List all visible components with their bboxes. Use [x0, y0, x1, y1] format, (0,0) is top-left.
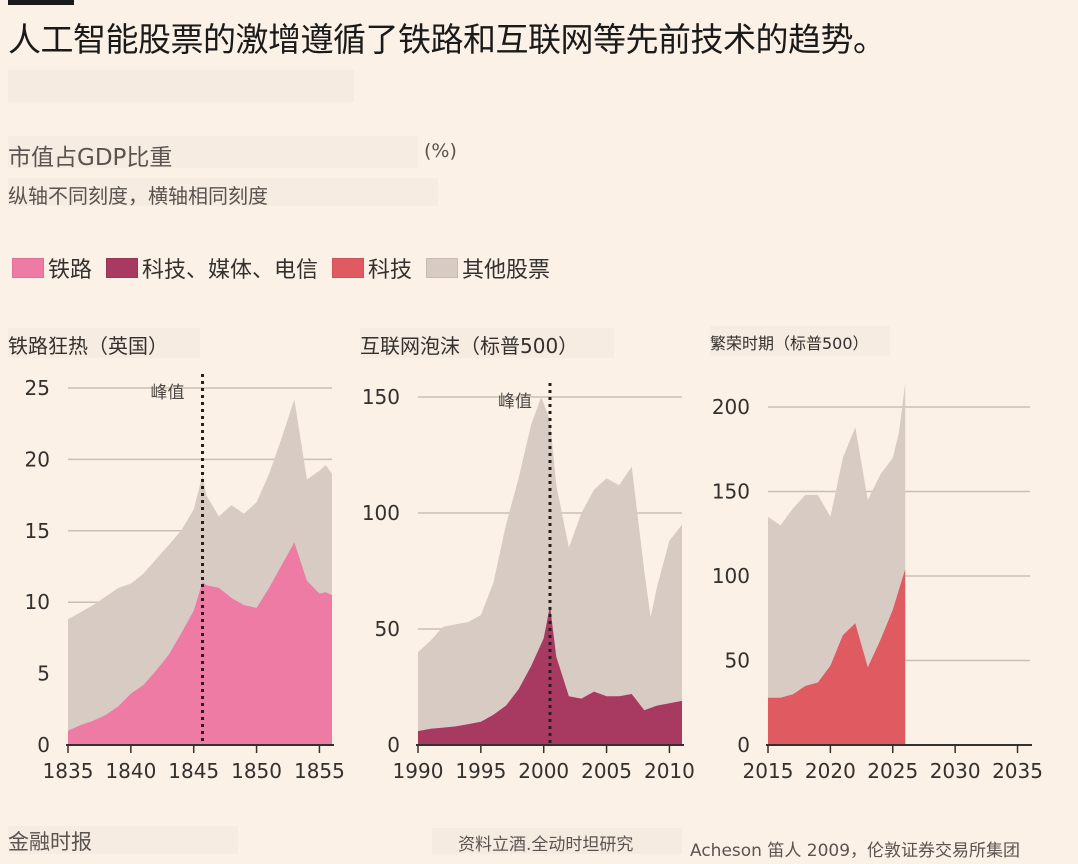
x-tick-label-0-0: 1835: [43, 759, 94, 783]
area-other-2: [768, 383, 906, 745]
legend-swatch-railway: [12, 258, 44, 278]
y-tick-label-2-4: 200: [712, 395, 750, 419]
y-tick-label-1-0: 0: [387, 733, 400, 757]
legend-label-tech: 科技: [368, 258, 413, 283]
panel-title-railway: 铁路狂热（英国）: [8, 334, 168, 358]
legend-swatch-other: [426, 258, 459, 278]
area-railway-0: [68, 542, 332, 745]
legend-item-railway: 铁路: [12, 252, 92, 284]
legend-item-other: 其他股票: [426, 252, 550, 284]
panel-title-backdrop-1: [8, 328, 200, 358]
title-placeholder: [8, 70, 354, 102]
legend-swatch-tech: [332, 258, 365, 278]
panel-title-backdrop-2: [360, 328, 614, 358]
legend: 铁路 科技、媒体、电信 科技 其他股票: [12, 252, 564, 284]
y-tick-label-1-3: 150: [362, 385, 400, 409]
x-tick-label-1-0: 1990: [393, 759, 444, 783]
x-tick-label-0-3: 1850: [231, 759, 282, 783]
y-tick-label-0-4: 20: [25, 447, 50, 471]
x-tick-label-1-3: 2005: [581, 759, 632, 783]
y-tick-label-0-0: 0: [37, 733, 50, 757]
source-backdrop: [432, 828, 682, 854]
footer-backdrop: [8, 826, 238, 854]
subtitle-backdrop: [8, 136, 418, 168]
brand-bar: [8, 0, 74, 5]
page-title: 人工智能股票的激增遵循了铁路和互联网等先前技术的趋势。: [8, 20, 886, 59]
x-tick-label-1-4: 2010: [644, 759, 695, 783]
x-tick-label-0-2: 1845: [168, 759, 219, 783]
peak-label-1: 峰值: [498, 392, 532, 412]
panel-title-boom: 繁荣时期（标普500）: [710, 334, 869, 353]
y-tick-label-0-5: 25: [25, 376, 50, 400]
y-tick-label-2-0: 0: [737, 733, 750, 757]
x-tick-label-2-2: 2025: [867, 759, 918, 783]
legend-item-tmt: 科技、媒体、电信: [106, 252, 318, 284]
legend-item-tech: 科技: [332, 252, 412, 284]
chart-subtitle: 市值占GDP比重: [8, 145, 173, 171]
y-tick-label-2-1: 50: [725, 649, 750, 673]
x-tick-label-2-1: 2020: [805, 759, 856, 783]
unit-label: (%): [424, 140, 457, 162]
panel-title-dotcom: 互联网泡沫（标普500）: [360, 334, 579, 358]
legend-swatch-tmt: [106, 258, 139, 278]
y-tick-label-2-3: 150: [712, 480, 750, 504]
footer-brand: 金融时报: [8, 830, 92, 854]
y-tick-label-0-1: 5: [37, 662, 50, 686]
y-tick-label-2-2: 100: [712, 564, 750, 588]
footer-source-2: Acheson 笛人 2009，伦敦证券交易所集团: [690, 841, 1021, 861]
x-tick-label-0-1: 1840: [105, 759, 156, 783]
x-tick-label-2-4: 2035: [992, 759, 1043, 783]
scale-note: 纵轴不同刻度，横轴相同刻度: [8, 184, 268, 208]
area-tech-2: [768, 569, 906, 745]
note-backdrop: [8, 178, 438, 206]
x-tick-label-1-1: 1995: [455, 759, 506, 783]
footer-source: 资料立酒.全动时坦研究: [458, 835, 634, 855]
legend-label-other: 其他股票: [462, 258, 551, 283]
x-tick-label-2-3: 2030: [930, 759, 981, 783]
area-other-1: [418, 397, 682, 745]
x-tick-label-0-4: 1855: [294, 759, 345, 783]
x-tick-label-1-2: 2000: [518, 759, 569, 783]
y-tick-label-1-1: 50: [375, 617, 400, 641]
peak-label-0: 峰值: [151, 383, 185, 403]
legend-label-railway: 铁路: [48, 258, 93, 283]
y-tick-label-0-2: 10: [25, 590, 50, 614]
area-tmt-1: [418, 605, 682, 745]
panel-title-backdrop-3: [710, 326, 890, 356]
y-tick-label-0-3: 15: [25, 519, 50, 543]
x-tick-label-2-0: 2015: [743, 759, 794, 783]
y-tick-label-1-2: 100: [362, 501, 400, 525]
legend-label-tmt: 科技、媒体、电信: [142, 258, 319, 283]
